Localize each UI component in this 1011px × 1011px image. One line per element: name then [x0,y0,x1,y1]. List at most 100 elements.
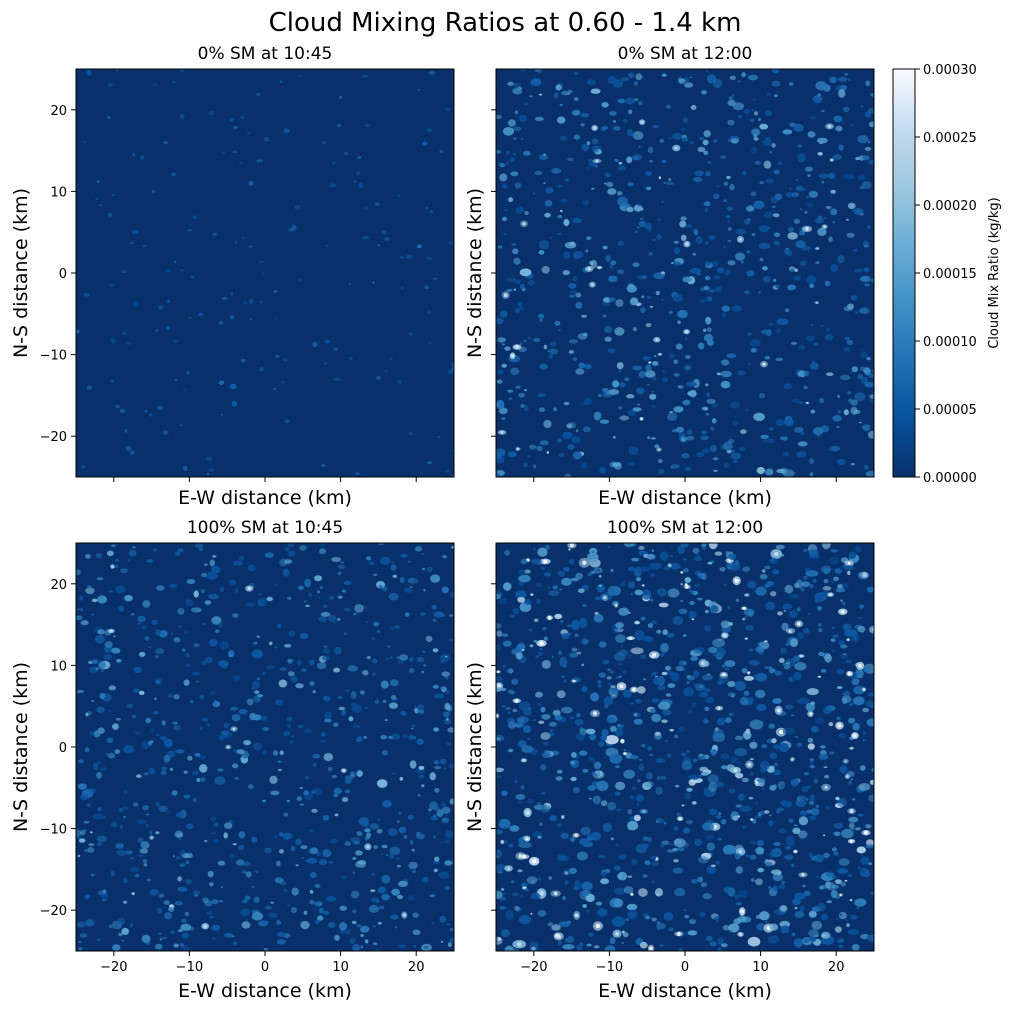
cloud-cell [820,745,826,749]
cloud-cell [557,570,566,577]
cloud-cell [382,750,388,756]
cloud-cell [209,468,215,472]
cloud-cell [846,923,850,928]
cloud-cell [649,708,657,714]
cloud-cell [284,419,290,423]
cloud-cell [672,847,678,852]
cloud-cell [518,574,531,583]
cloud-core [619,684,624,689]
cloud-cell [687,709,693,714]
cloud-cell [602,659,610,665]
cloud-cell [703,130,711,138]
cloud-cell [231,714,241,722]
cloud-cell [665,181,675,186]
cloud-core [385,719,387,721]
cloud-cell [522,150,531,156]
cloud-core [746,594,748,596]
cloud-cell [121,806,129,810]
cloud-cell [274,877,284,884]
cloud-cell [151,619,158,625]
cloud-cell [627,462,635,466]
cloud-cell [704,241,709,246]
cloud-cell [322,648,331,654]
cloud-cell [381,893,390,901]
cloud-cell [76,608,81,611]
cloud-core [810,713,812,715]
cloud-cell [351,920,357,925]
cloud-cell [721,765,728,770]
cloud-cell [288,630,296,637]
cloud-core [845,880,847,882]
cloud-cell [277,623,282,628]
cloud-cell [759,202,765,205]
cloud-cell [556,690,566,699]
cloud-cell [428,341,432,345]
cloud-cell [408,332,413,337]
cloud-core [547,451,549,454]
cloud-cell [702,660,710,667]
cloud-cell [91,598,98,603]
cloud-cell [137,615,146,623]
cloud-cell [548,590,560,597]
cloud-cell [428,71,436,75]
cloud-cell [605,391,611,395]
cloud-cell [542,741,549,746]
cloud-cell [716,919,719,923]
cloud-cell [588,932,594,937]
cloud-cell [657,927,660,930]
cloud-cell [377,543,385,546]
cloud-cell [609,263,614,269]
cloud-core [847,561,851,565]
cloud-cell [204,839,208,843]
cloud-cell [631,557,640,562]
cloud-cell [527,336,532,340]
cloud-cell [144,635,150,641]
cloud-cell [434,693,444,699]
cloud-cell [601,728,609,738]
cloud-cell [809,458,815,464]
cloud-cell [735,735,744,741]
cloud-cell [614,865,621,871]
cloud-cell [674,734,679,739]
cloud-cell [353,724,361,729]
cloud-cell [156,803,159,806]
cloud-cell [681,752,684,756]
cloud-cell [867,159,874,165]
cloud-cell [677,545,685,554]
cloud-cell [837,939,843,943]
cloud-core [497,670,500,673]
cloud-cell [174,551,180,556]
cloud-cell [764,810,770,814]
y-tick-label: −20 [40,904,67,919]
cloud-cell [825,205,832,210]
cloud-cell [289,739,295,744]
cloud-cell [577,588,585,594]
x-axis-label: E-W distance (km) [178,980,352,1002]
cloud-cell [684,82,694,88]
cloud-cell [618,369,622,373]
cloud-cell [849,702,854,706]
cloud-cell [220,886,223,889]
cloud-cell [561,675,565,678]
cloud-cell [764,861,773,867]
cloud-cell [186,663,191,667]
cloud-cell [195,680,200,683]
cloud-cell [758,393,766,399]
cloud-cell [201,717,209,722]
cloud-cell [857,374,864,380]
cloud-cell [773,278,777,282]
cloud-cell [540,764,547,771]
cloud-cell [660,551,669,562]
cloud-cell [439,654,451,662]
cloud-cell [585,893,595,903]
cloud-cell [186,823,194,830]
cloud-cell [173,339,178,343]
cloud-cell [159,937,163,941]
cloud-cell [524,211,529,215]
cloud-cell [659,944,665,948]
cloud-cell [699,766,708,772]
cloud-cell [668,353,675,359]
cloud-cell [563,218,570,227]
cloud-cell [395,857,401,860]
cloud-cell [769,323,774,326]
